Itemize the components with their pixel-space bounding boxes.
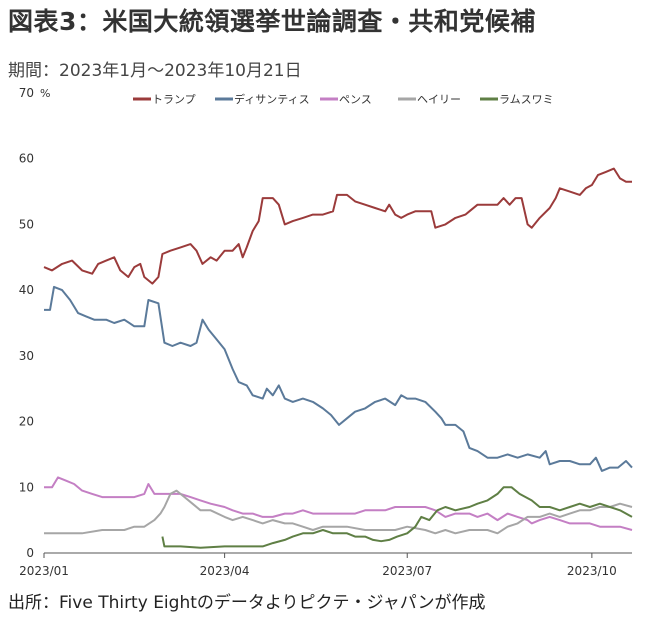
y-tick-label: 0 bbox=[26, 546, 34, 560]
y-unit-label: % bbox=[40, 87, 50, 100]
series-line-ペンス bbox=[44, 476, 633, 531]
x-tick-label: 2023/10 bbox=[567, 564, 617, 578]
plot-area bbox=[43, 167, 633, 549]
source-note: 出所：Five Thirty Eightのデータよりピクテ・ジャパンが作成 bbox=[8, 593, 486, 613]
series-line-ラムスワミ bbox=[161, 486, 633, 549]
legend-label: ヘイリー bbox=[417, 93, 461, 106]
legend-label: ペンス bbox=[339, 93, 372, 106]
series-line-ディサンティス bbox=[44, 285, 633, 472]
y-tick-label: 20 bbox=[19, 415, 34, 429]
y-tick-label: 40 bbox=[19, 283, 34, 297]
y-tick-label: 10 bbox=[19, 480, 34, 494]
y-tick-label: 60 bbox=[19, 152, 34, 166]
y-tick-label: 50 bbox=[19, 217, 34, 231]
x-axis: 2023/01 2023/04 2023/07 2023/10 bbox=[19, 552, 632, 578]
legend-label: ラムスワミ bbox=[499, 93, 554, 106]
y-tick-label: 70 bbox=[19, 86, 34, 100]
x-tick-label: 2023/07 bbox=[382, 564, 432, 578]
chart-subtitle: 期間：2023年1月～2023年10月21日 bbox=[8, 61, 302, 81]
x-tick-label: 2023/04 bbox=[200, 564, 250, 578]
legend: トランプ ディサンティス ペンス ヘイリー ラムスワミ bbox=[133, 92, 554, 106]
legend-label: トランプ bbox=[152, 93, 196, 106]
x-tick-label: 2023/01 bbox=[19, 564, 69, 578]
y-tick-label: 30 bbox=[19, 349, 34, 363]
legend-label: ディサンティス bbox=[234, 92, 310, 106]
series-line-トランプ bbox=[43, 167, 632, 285]
y-axis: 0 10 20 30 40 50 60 70% bbox=[19, 86, 51, 560]
series-line-ヘイリー bbox=[44, 489, 633, 535]
chart-title: 図表3：米国大統領選挙世論調査・共和党候補 bbox=[8, 7, 536, 36]
